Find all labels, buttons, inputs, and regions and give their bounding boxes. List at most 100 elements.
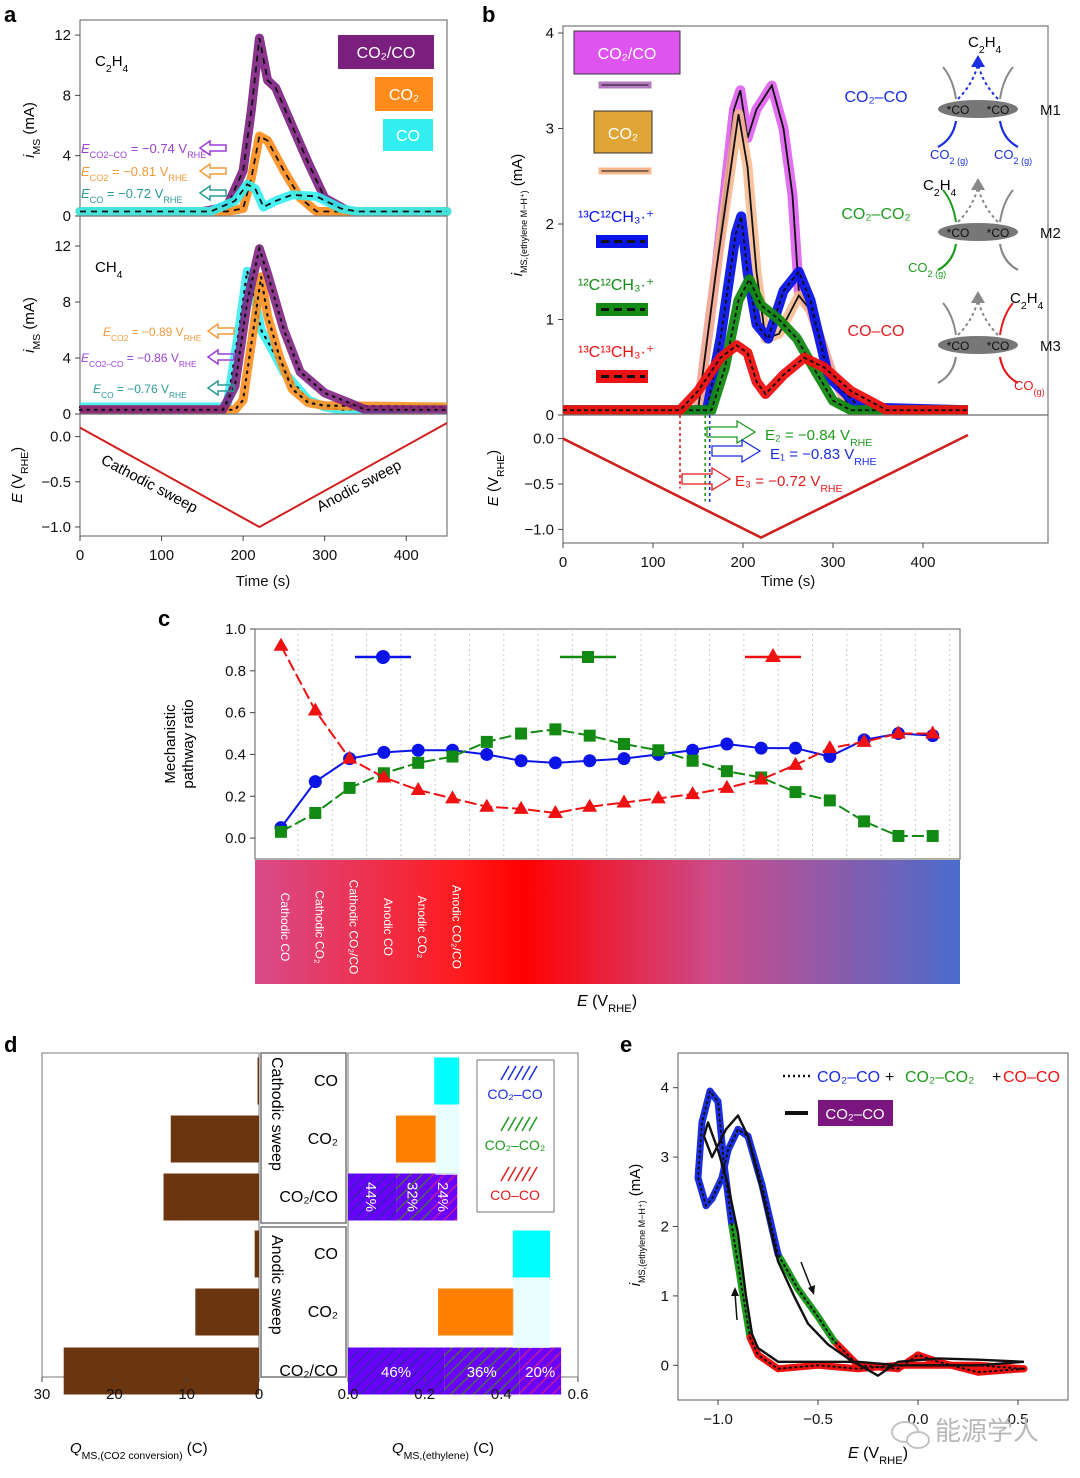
arrow-up-icon <box>734 1292 738 1321</box>
hatch-swatch-icon <box>521 1065 531 1081</box>
text-part: RHE <box>820 483 842 495</box>
text-part: = −0.74 V <box>127 141 187 156</box>
hatch-swatch-icon <box>514 1166 524 1182</box>
x-tick-label: 0.0 <box>338 1386 359 1403</box>
data-point-circle <box>548 756 562 770</box>
legend-box <box>476 1059 555 1213</box>
data-point-circle <box>789 741 802 755</box>
bar-co2-conversion <box>163 1173 259 1221</box>
y-tick-label: 4 <box>546 25 554 42</box>
data-point-square <box>583 729 596 742</box>
bar-segment-CO₂–CO <box>348 1173 397 1221</box>
onset-annotation: E₂ = −0.84 VRHE <box>765 427 872 449</box>
text-part: E <box>81 186 90 201</box>
text-part: (C) <box>183 1440 208 1457</box>
text-part: i <box>627 1282 644 1286</box>
onset-annotation: ECO2 = −0.89 VRHE <box>103 325 202 343</box>
connector-shade <box>435 1105 460 1175</box>
text-part: CO2–CO <box>90 150 127 160</box>
segment-percent-label: 20% <box>525 1364 555 1381</box>
surface-ellipse <box>938 223 1018 241</box>
row-label: CO₂/CO <box>279 1189 338 1206</box>
data-point-triangle <box>547 805 563 818</box>
y-tick-label: −1.0 <box>41 519 71 536</box>
arrow-left-icon <box>198 184 227 202</box>
text-part: RHE <box>879 1455 903 1467</box>
hatch-swatch-icon <box>528 1116 538 1132</box>
y-tick-label: 0.0 <box>533 431 554 448</box>
text-part: = −0.81 V <box>108 164 168 179</box>
sum-series-dotted-line <box>696 1088 1025 1374</box>
text-part: MS,(CO2 conversion) <box>82 1450 183 1462</box>
panel-c: c 0.0 0.2 0.4 0.6 0.8 1.0 Cathodic CO Cathodic … <box>158 606 961 1015</box>
panel-b-ms-plot: 0 1 2 3 4 CO₂/CO CO₂ ¹³C¹²CH₃·⁺ ¹²C¹²CH₃·⁺ ¹³C¹³C… <box>509 25 1061 424</box>
onset-annotation: E₃ = −0.72 VRHE <box>735 473 843 495</box>
text-part: ) <box>632 993 637 1010</box>
data-point-circle <box>754 741 768 755</box>
data-point-circle <box>480 747 494 761</box>
y-axis-label: iMS,(ethylene M−H⁺) (mA) <box>627 1164 647 1287</box>
y-tick-label: 0 <box>63 208 71 225</box>
x-tick-label: 300 <box>312 547 337 564</box>
y-tick-label: 0.6 <box>225 705 246 722</box>
y-tick-label: −0.5 <box>41 474 71 491</box>
text-part: E <box>81 141 90 156</box>
text-part: C <box>95 53 106 70</box>
text-part: (V <box>485 477 502 496</box>
product-label: C2H4 <box>923 177 957 199</box>
legend-box-co2 <box>593 110 653 154</box>
series-fit-line <box>563 344 968 412</box>
legend-label: CO₂–CO <box>487 1086 542 1102</box>
text-part: 2 (g) <box>950 156 969 166</box>
text-part: 2 <box>106 63 112 75</box>
data-point-square <box>480 735 493 748</box>
x-tick-label: 0.5 <box>1008 1411 1029 1428</box>
text-part: (mA) <box>21 297 38 334</box>
text-part: RHE <box>169 390 187 400</box>
data-point-circle <box>823 750 837 764</box>
bar-segment-CO₂–CO₂ <box>396 1173 432 1221</box>
in-arrow <box>937 243 958 271</box>
co2-co-measured-line <box>702 1114 1025 1377</box>
y-axis-label-line2: pathway ratio <box>180 699 197 788</box>
text-part: CO <box>101 390 114 400</box>
data-point-triangle <box>342 750 358 764</box>
data-point-square <box>823 794 836 807</box>
isotope-legend-label: ¹²C¹²CH₃·⁺ <box>578 277 654 294</box>
legend-box-co2-co <box>818 1100 893 1126</box>
text-part: 4 <box>117 269 123 281</box>
cathodic-sweep-label: Cathodic sweep <box>98 452 200 517</box>
legend-label: CO–CO <box>490 1187 540 1203</box>
data-point-square <box>618 738 630 750</box>
data-point-circle <box>720 737 734 751</box>
x-tick-label: −1.0 <box>703 1411 733 1428</box>
y-tick-label: 12 <box>54 27 71 44</box>
text-part: (V <box>588 993 609 1010</box>
hatch-swatch-icon <box>521 1116 531 1132</box>
text-part: CH <box>95 259 117 276</box>
y-tick-label: 4 <box>661 1080 669 1097</box>
row-label: CO₂ <box>308 1131 338 1148</box>
source-label: CO2 (g) <box>930 147 968 166</box>
text-part: 2 <box>934 187 940 199</box>
y-tick-label: 4 <box>63 350 71 367</box>
legend-label: CO₂ <box>389 87 419 104</box>
x-tick-label: 200 <box>730 554 755 571</box>
legend-line-icon <box>598 167 652 175</box>
y-tick-label: 8 <box>63 294 71 311</box>
hatch-swatch-icon <box>507 1166 517 1182</box>
adsorbate-label: *CO <box>987 226 1010 240</box>
x-tick-label: 20 <box>106 1386 123 1403</box>
legend-label: CO₂/CO <box>357 45 416 62</box>
dotted-path <box>957 299 979 336</box>
x-axis-label-left: QMS,(CO2 conversion) (C) <box>70 1440 208 1462</box>
x-tick-label: 200 <box>231 547 256 564</box>
legend-label: CO <box>396 128 420 145</box>
y-tick-label: 0.8 <box>225 663 246 680</box>
potential-line <box>79 422 448 529</box>
data-point-square <box>549 723 562 736</box>
y-tick-label: 1.0 <box>225 621 246 638</box>
out-arrow <box>999 189 1014 223</box>
data-point-square <box>686 754 699 767</box>
text-part: Q <box>392 1440 404 1457</box>
